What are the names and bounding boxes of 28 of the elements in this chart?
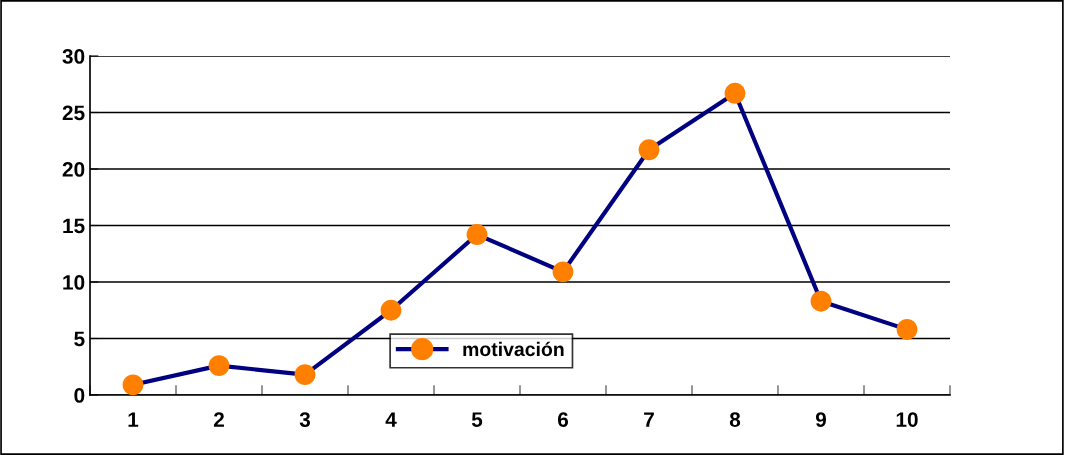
point <box>724 82 746 104</box>
y-tick-label: 15 <box>63 218 85 234</box>
y-tick-label: 25 <box>62 105 85 121</box>
point <box>294 364 316 386</box>
y-tick-label: 0 <box>74 388 85 403</box>
x-tick-label: 6 <box>557 412 569 427</box>
point <box>896 319 918 340</box>
y-tick-label: 5 <box>74 331 85 347</box>
x-tick-label: 3 <box>299 412 311 427</box>
x-tick-label: 1 <box>128 412 139 427</box>
point <box>810 290 832 312</box>
y-tick-label: 20 <box>62 162 85 177</box>
point <box>208 355 230 377</box>
point <box>122 374 144 396</box>
x-tick-label: 9 <box>815 412 827 427</box>
y-tick-label: 30 <box>62 49 85 64</box>
y-tick-label: 10 <box>63 275 85 290</box>
x-tick-label: 4 <box>385 412 397 427</box>
point <box>638 139 660 161</box>
legend-label: motivación <box>463 341 564 357</box>
point <box>380 299 402 321</box>
point <box>466 224 488 245</box>
x-tick-label: 8 <box>729 412 741 427</box>
x-tick-label: 5 <box>471 412 483 427</box>
x-tick-label: 7 <box>644 412 654 427</box>
x-tick-label: 10 <box>896 412 918 427</box>
point <box>552 261 574 283</box>
x-tick-label: 2 <box>213 412 224 427</box>
